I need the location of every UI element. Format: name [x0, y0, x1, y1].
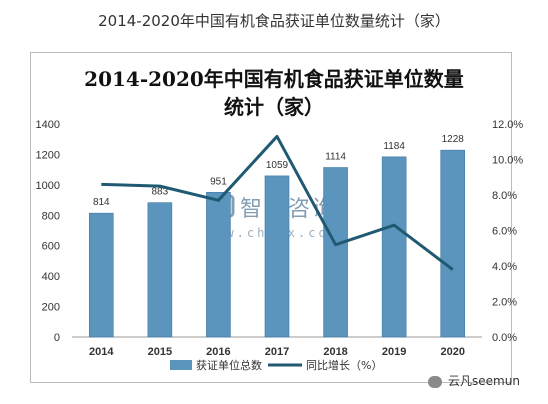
chart-title-line1: 2014-2020年中国有机食品获证单位数量	[84, 67, 464, 91]
x-tick-label: 2016	[206, 346, 230, 358]
bar-value-label: 883	[152, 187, 169, 198]
bar	[323, 167, 348, 338]
y-right-tick-label: 12.0%	[492, 119, 523, 131]
x-tick-label: 2020	[440, 346, 464, 358]
bar-value-label: 1059	[266, 160, 289, 171]
footer-text: 云凡seemun	[448, 374, 520, 388]
bar	[88, 212, 114, 338]
y-left-tick-label: 600	[42, 241, 60, 253]
y-right-tick-label: 8.0%	[492, 190, 517, 202]
footer-attribution: 云凡seemun	[428, 372, 520, 389]
y-right-tick-label: 0.0%	[492, 332, 517, 344]
page-caption: 2014-2020年中国有机食品获证单位数量统计（家）	[98, 12, 450, 30]
bar-value-label: 1114	[325, 152, 346, 163]
x-tick-label: 2015	[148, 346, 172, 358]
bar-value-label: 814	[93, 197, 110, 208]
y-right-tick-label: 2.0%	[492, 297, 517, 309]
x-tick-label: 2014	[89, 346, 114, 358]
y-left-tick-label: 1400	[36, 119, 60, 131]
y-right-tick-label: 6.0%	[492, 226, 517, 238]
x-tick-label: 2018	[323, 346, 347, 358]
bar	[440, 149, 466, 338]
bar-value-label: 1184	[383, 141, 405, 152]
legend-line-label: 同比增长（%）	[306, 358, 382, 372]
y-left-tick-label: 0	[54, 332, 60, 344]
y-left-tick-label: 400	[42, 271, 60, 283]
y-right-tick-label: 10.0%	[492, 155, 523, 167]
y-left-tick-label: 1000	[36, 180, 60, 192]
bar-value-label: 951	[210, 176, 227, 187]
bar-value-label: 1228	[442, 134, 465, 145]
bar	[147, 202, 173, 338]
chart-title-line2: 统计（家）	[224, 95, 324, 119]
y-left-tick-label: 200	[42, 302, 60, 314]
wechat-icon	[428, 375, 442, 388]
bar	[264, 175, 290, 338]
y-left-tick-label: 1200	[36, 149, 60, 161]
x-tick-label: 2017	[265, 346, 289, 358]
legend: 获证单位总数 同比增长（%）	[170, 358, 382, 372]
y-right-tick-label: 4.0%	[492, 261, 517, 273]
bar	[381, 156, 407, 338]
bar	[206, 192, 231, 338]
legend-bar-label: 获证单位总数	[196, 358, 262, 372]
legend-bar-swatch	[170, 360, 192, 370]
y-left-tick-label: 800	[42, 210, 60, 222]
x-tick-label: 2019	[382, 346, 406, 358]
